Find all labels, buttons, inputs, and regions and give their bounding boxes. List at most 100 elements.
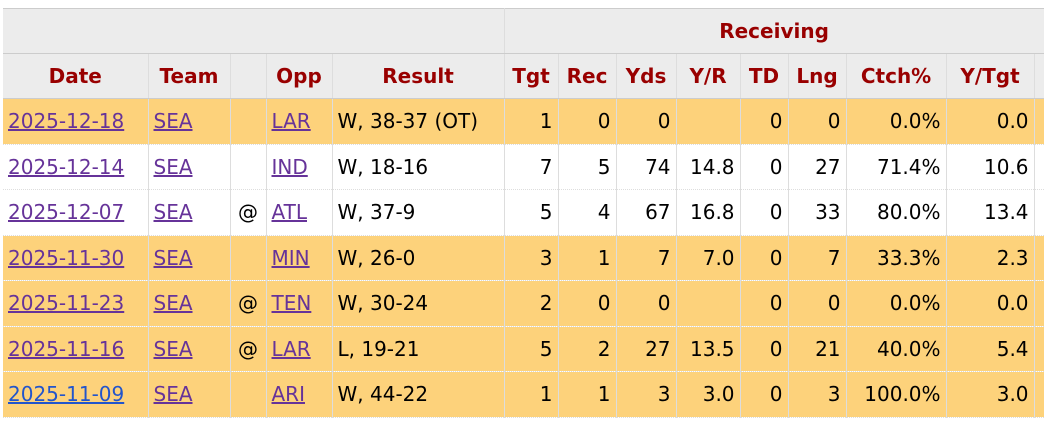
table-cell: SEA (148, 98, 231, 145)
cell-link[interactable]: 2025-11-30 (8, 245, 125, 270)
table-cell: 7 (616, 235, 677, 281)
stats-table-wrap: Receiving Date Team Opp Result Tgt Rec Yds Y/R T… (3, 8, 1044, 418)
table-cell: 13.4 (946, 189, 1035, 236)
cell-link[interactable]: LAR (271, 109, 311, 134)
table-cell: 0 (558, 98, 617, 145)
cell-link[interactable]: IND (271, 154, 308, 179)
cell-link[interactable]: 2025-11-23 (8, 291, 125, 316)
table-cell: 2025-11-30 (3, 235, 149, 281)
table-cell: 5 (504, 326, 559, 372)
table-cell: 16.8 (676, 189, 741, 236)
table-cell (676, 280, 741, 327)
table-cell-edge (1034, 189, 1044, 236)
table-cell: 0 (740, 371, 789, 418)
table-cell: SEA (148, 189, 231, 236)
column-header[interactable]: Ctch% (846, 53, 947, 99)
column-header[interactable]: Rec (558, 53, 617, 99)
table-cell: 2025-11-16 (3, 326, 149, 372)
table-row: 2025-11-30 SEA MIN W, 26-0 3 1 7 7.0 0 7 33.3% 2.3 (3, 235, 1044, 281)
table-cell: 33 (788, 189, 847, 236)
table-cell: 2 (558, 326, 617, 372)
cell-link[interactable]: SEA (153, 382, 193, 407)
table-cell: 1 (558, 371, 617, 418)
table-cell-edge (1034, 144, 1044, 190)
column-header[interactable]: Y/R (676, 53, 741, 99)
table-cell: 1 (558, 235, 617, 281)
table-cell: 40.0% (846, 326, 947, 372)
table-cell: 0 (788, 280, 847, 327)
table-cell: 3.0 (946, 371, 1035, 418)
cell-link[interactable]: ARI (271, 382, 305, 407)
cell-link[interactable]: 2025-11-09 (8, 382, 125, 407)
table-cell: 7 (504, 144, 559, 190)
column-header[interactable]: Result (332, 53, 505, 99)
table-cell (230, 144, 267, 190)
table-cell: TEN (266, 280, 333, 327)
column-header[interactable]: Y/Tgt (946, 53, 1035, 99)
cell-link[interactable]: SEA (153, 200, 193, 225)
cell-link[interactable]: 2025-12-07 (8, 200, 125, 225)
table-row: 2025-12-14 SEA IND W, 18-16 7 5 74 14.8 0 27 71.4%… (3, 144, 1044, 190)
table-cell: 33.3% (846, 235, 947, 281)
table-cell: 13.5 (676, 326, 741, 372)
table-cell: 67 (616, 189, 677, 236)
group-header-row: Receiving (3, 8, 1044, 54)
column-header[interactable]: Tgt (504, 53, 559, 99)
column-header[interactable]: Team (148, 53, 231, 99)
table-cell: 0 (740, 280, 789, 327)
table-cell: 3 (504, 235, 559, 281)
table-cell-edge (1034, 371, 1044, 418)
cell-link[interactable]: SEA (153, 109, 193, 134)
table-cell: 0 (616, 280, 677, 327)
cell-link[interactable]: SEA (153, 154, 193, 179)
table-cell: 21 (788, 326, 847, 372)
table-cell: 0 (558, 280, 617, 327)
table-cell: 14.8 (676, 144, 741, 190)
table-cell: W, 18-16 (332, 144, 505, 190)
table-cell: 80.0% (846, 189, 947, 236)
cell-link[interactable]: SEA (153, 291, 193, 316)
stats-table: Receiving Date Team Opp Result Tgt Rec Yds Y/R T… (3, 8, 1044, 418)
table-cell: 0.0% (846, 280, 947, 327)
table-cell: 0 (740, 144, 789, 190)
column-header[interactable]: Date (3, 53, 149, 99)
table-cell-edge (1034, 235, 1044, 281)
column-header[interactable] (230, 53, 267, 99)
column-header[interactable]: Yds (616, 53, 677, 99)
table-cell: 0 (740, 326, 789, 372)
cell-link[interactable]: LAR (271, 336, 311, 361)
cell-link[interactable]: 2025-12-14 (8, 154, 125, 179)
column-header-row: Date Team Opp Result Tgt Rec Yds Y/R TD Lng Ctch% Y… (3, 53, 1044, 99)
table-cell-edge (1034, 280, 1044, 327)
cell-link[interactable]: ATL (271, 200, 308, 225)
column-header[interactable]: Opp (266, 53, 333, 99)
cell-link[interactable]: MIN (271, 245, 310, 270)
table-cell: SEA (148, 235, 231, 281)
table-cell: 0.0 (946, 98, 1035, 145)
table-cell: 5.4 (946, 326, 1035, 372)
cell-link[interactable]: TEN (271, 291, 312, 316)
group-header: Receiving (504, 8, 1044, 54)
table-cell: SEA (148, 371, 231, 418)
table-cell: 2025-12-07 (3, 189, 149, 236)
table-cell: 2025-11-09 (3, 371, 149, 418)
table-cell: @ (230, 280, 267, 327)
table-cell: 1 (504, 371, 559, 418)
table-cell: @ (230, 189, 267, 236)
cell-link[interactable]: 2025-12-18 (8, 109, 125, 134)
column-header[interactable]: TD (740, 53, 789, 99)
column-header-edge (1034, 53, 1044, 99)
table-cell: 0 (788, 98, 847, 145)
table-cell: W, 30-24 (332, 280, 505, 327)
cell-link[interactable]: SEA (153, 245, 193, 270)
table-cell (230, 371, 267, 418)
column-header[interactable]: Lng (788, 53, 847, 99)
table-cell: 74 (616, 144, 677, 190)
table-cell: 100.0% (846, 371, 947, 418)
group-header-blank (3, 8, 505, 54)
table-cell: 0 (740, 189, 789, 236)
table-cell (676, 98, 741, 145)
cell-link[interactable]: SEA (153, 336, 193, 361)
cell-link[interactable]: 2025-11-16 (8, 336, 125, 361)
